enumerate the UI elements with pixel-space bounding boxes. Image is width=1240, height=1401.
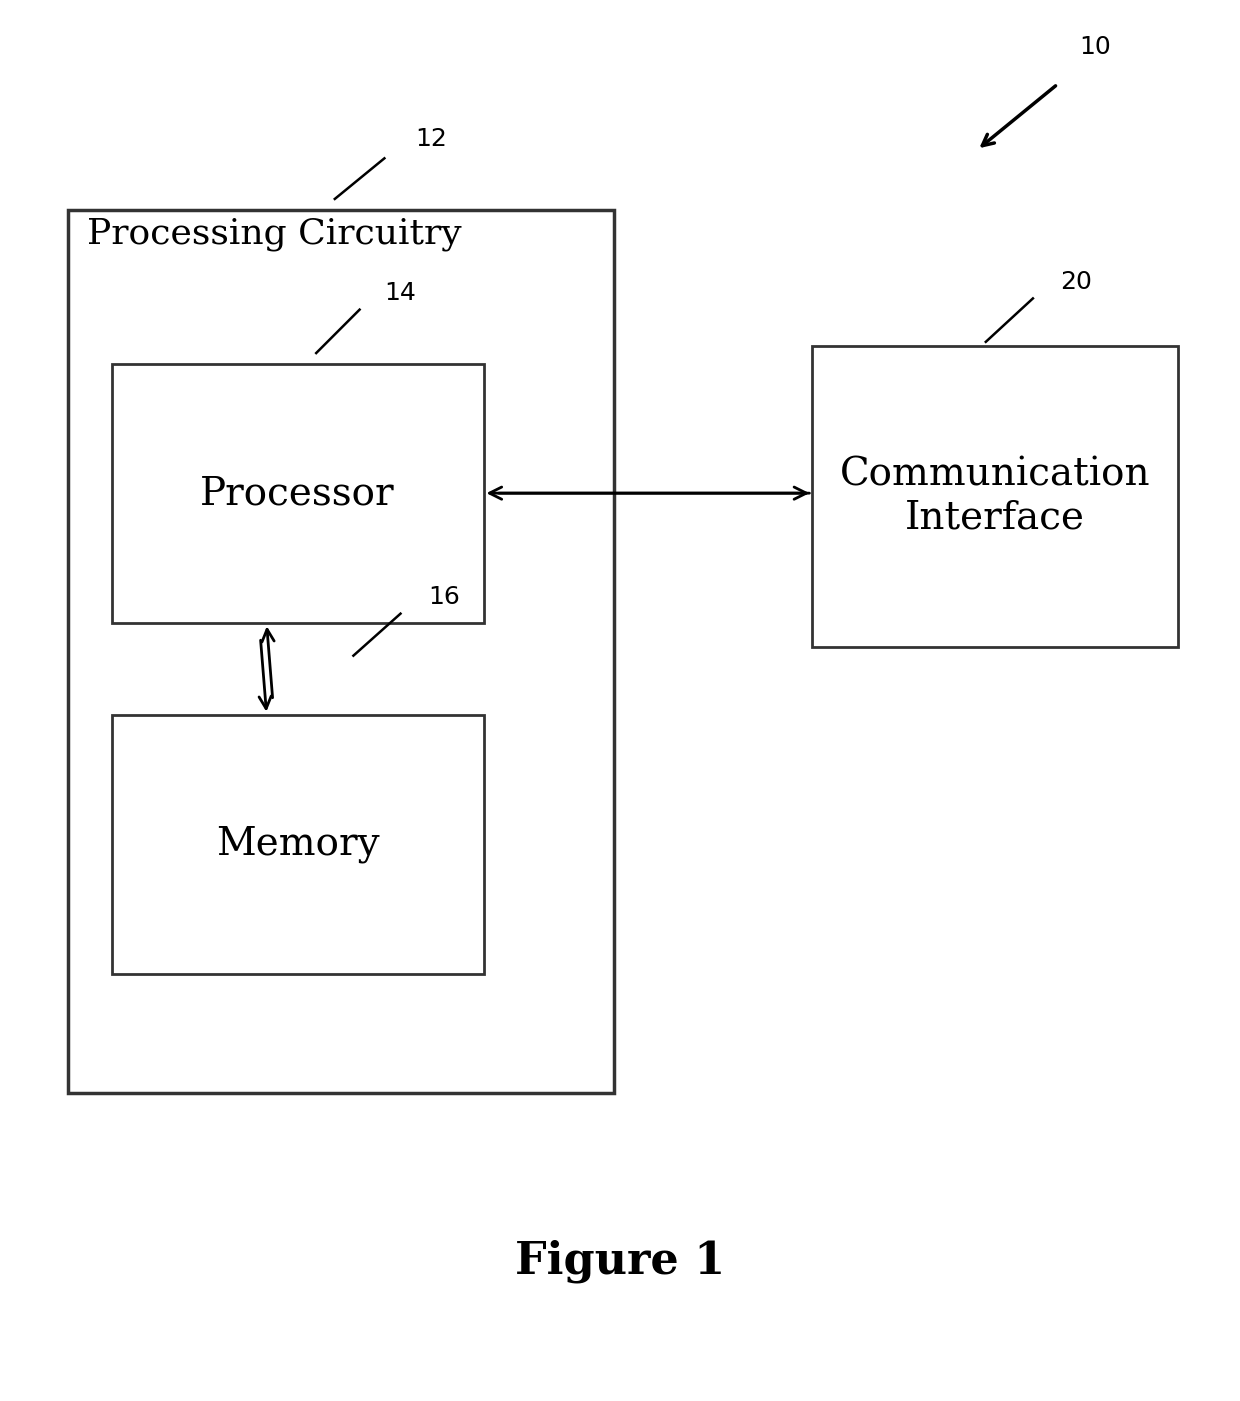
Bar: [112, 364, 484, 623]
Text: Figure 1: Figure 1: [515, 1238, 725, 1283]
Text: 10: 10: [1079, 35, 1111, 59]
Bar: [68, 210, 614, 1093]
Text: Processing Circuitry: Processing Circuitry: [87, 217, 461, 251]
Bar: [112, 715, 484, 974]
Text: Processor: Processor: [201, 475, 394, 513]
Text: 14: 14: [384, 282, 417, 305]
Text: 20: 20: [1060, 270, 1092, 294]
Text: 12: 12: [415, 127, 448, 151]
Text: 16: 16: [428, 586, 460, 609]
Text: Communication
Interface: Communication Interface: [839, 457, 1151, 537]
Text: Memory: Memory: [216, 825, 379, 863]
Bar: [812, 346, 1178, 647]
